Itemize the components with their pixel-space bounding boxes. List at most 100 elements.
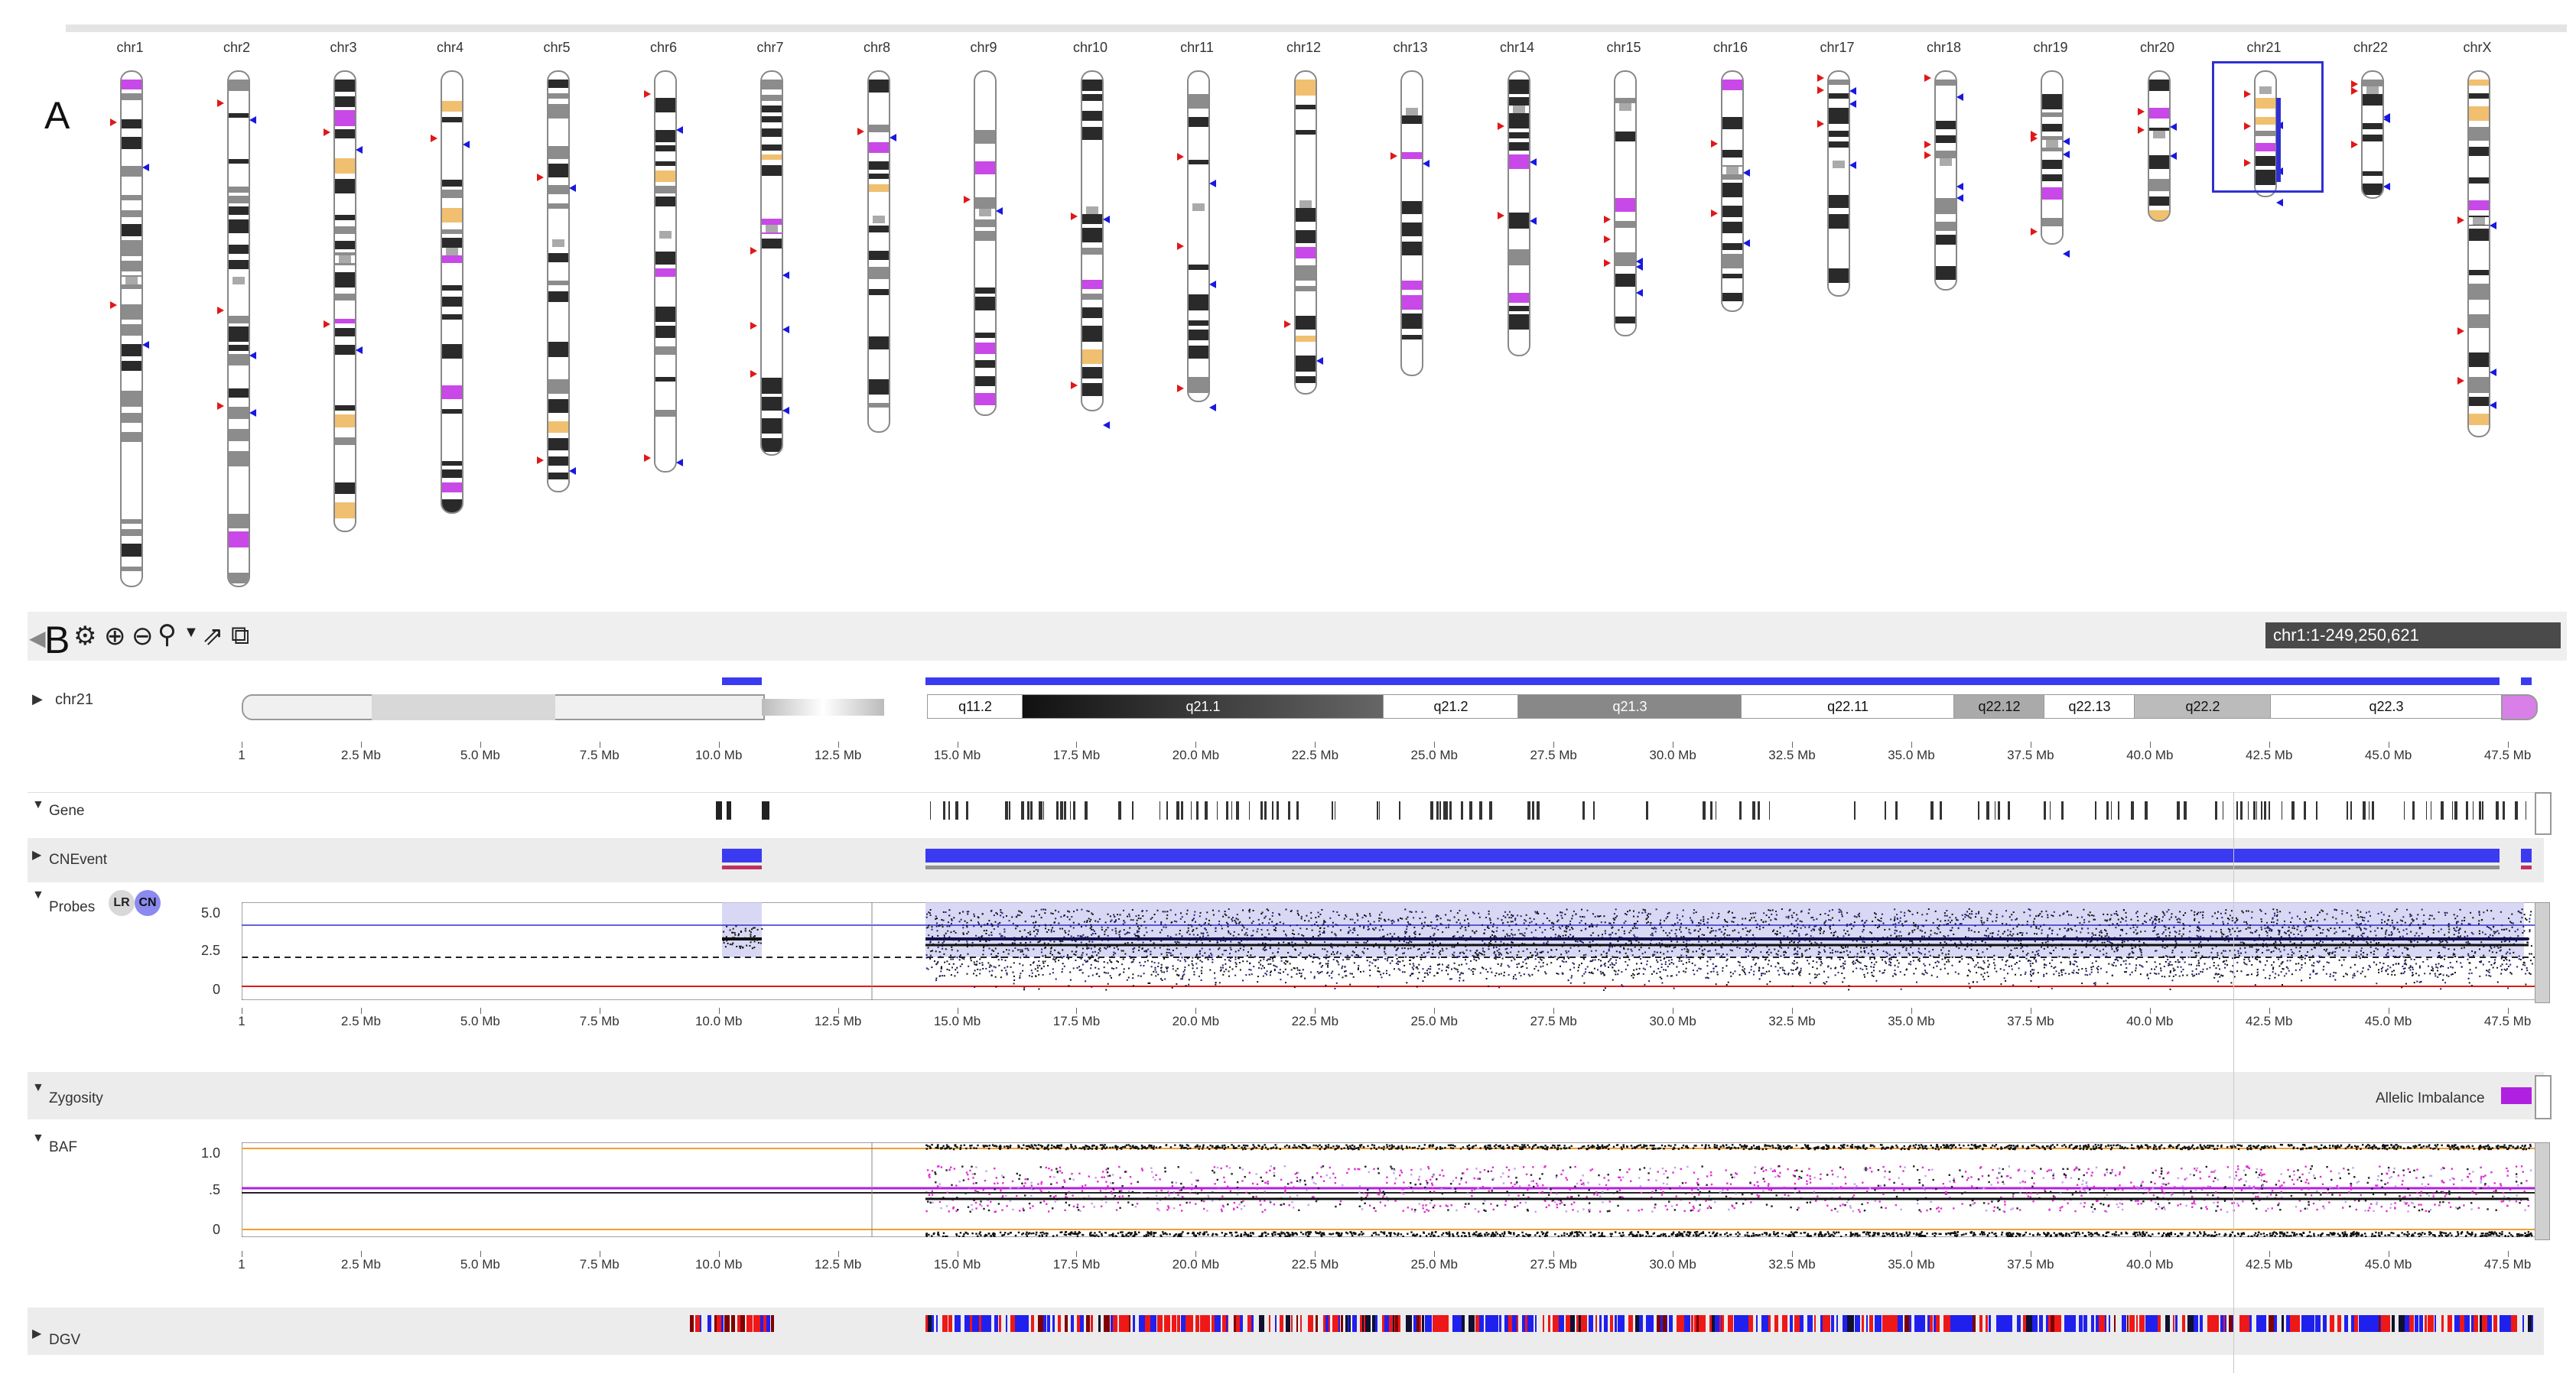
zoom-in-icon[interactable]: ⊕: [104, 622, 126, 651]
chromosome-chr4[interactable]: [440, 70, 463, 514]
cn-toggle[interactable]: CN: [135, 890, 161, 916]
chromosome-label-chr12[interactable]: chr12: [1286, 40, 1322, 55]
chromosome-chr8[interactable]: [867, 70, 890, 433]
chromosome-chr2[interactable]: [226, 70, 250, 587]
zoom-out-icon[interactable]: ⊖: [132, 622, 154, 651]
chromosome-chr19[interactable]: [2041, 70, 2064, 245]
chromosome-chr16[interactable]: [1720, 70, 1744, 312]
coordinates-display[interactable]: chr1:1-249,250,621: [2265, 622, 2561, 648]
band: [655, 213, 675, 226]
lr-toggle[interactable]: LR: [109, 890, 135, 916]
cytoband-q22.2[interactable]: q22.2: [2134, 694, 2272, 719]
chromosome-chr21[interactable]: [2254, 70, 2277, 197]
settings-icon[interactable]: ⚙: [73, 622, 97, 651]
chromosome-label-chr5[interactable]: chr5: [543, 40, 571, 55]
chromosome-label-chr1[interactable]: chr1: [116, 40, 144, 55]
chromosome-label-chr10[interactable]: chr10: [1072, 40, 1108, 55]
chromosome-chr17[interactable]: [1827, 70, 1850, 297]
chromosome-label-chr13[interactable]: chr13: [1393, 40, 1428, 55]
gene: [2177, 801, 2180, 820]
chromosome-label-chr15[interactable]: chr15: [1606, 40, 1641, 55]
dgv-variant: [1422, 1315, 1424, 1332]
cytoband-q22.12[interactable]: q22.12: [1953, 694, 2045, 719]
chromosome-expander[interactable]: ▶: [32, 691, 43, 706]
copy-icon[interactable]: ⧉: [231, 621, 250, 650]
dgv-variant: [2392, 1315, 2395, 1332]
chromosome-label-chr4[interactable]: chr4: [436, 40, 463, 55]
band: [228, 245, 249, 254]
chromosome-chr18[interactable]: [1934, 70, 1957, 291]
zygosity-scrollbar[interactable]: [2535, 1075, 2552, 1119]
probes-expander[interactable]: ▼: [32, 888, 44, 901]
band: [1189, 377, 1208, 393]
band: [1402, 80, 1422, 90]
dgv-expander[interactable]: ▶: [32, 1327, 42, 1340]
chromosome-chr14[interactable]: [1507, 70, 1530, 356]
chromosome-label-chr2[interactable]: chr2: [223, 40, 250, 55]
probes-scrollbar[interactable]: [2535, 902, 2550, 1003]
gene: [1593, 801, 1595, 820]
chromosome-label-chr19[interactable]: chr19: [2033, 40, 2068, 55]
chromosome-chr10[interactable]: [1080, 70, 1104, 411]
chromosome-chr22[interactable]: [2360, 70, 2384, 199]
selected-chromosome-box[interactable]: [2212, 61, 2324, 193]
cnevent-expander[interactable]: ▶: [32, 849, 42, 862]
chromosome-label-chr17[interactable]: chr17: [1820, 40, 1855, 55]
back-arrow-icon[interactable]: ◀: [29, 626, 46, 650]
zygosity-expander[interactable]: ▼: [32, 1081, 44, 1094]
dgv-variant: [1722, 1315, 1724, 1332]
chromosome-label-chrX[interactable]: chrX: [2463, 40, 2492, 55]
chromosome-label-chr7[interactable]: chr7: [756, 40, 784, 55]
gene-expander[interactable]: ▼: [32, 798, 44, 811]
chromosome-label-chr18[interactable]: chr18: [1926, 40, 1962, 55]
chromosome-chr7[interactable]: [760, 70, 783, 456]
dgv-variant: [1904, 1315, 1910, 1332]
track-scrollbar[interactable]: [2535, 792, 2552, 835]
baf-expander[interactable]: ▼: [32, 1132, 44, 1145]
chromosome-label-chr20[interactable]: chr20: [2139, 40, 2175, 55]
search-icon[interactable]: ⚲: [158, 620, 177, 649]
chromosome-label-chr9[interactable]: chr9: [970, 40, 997, 55]
axis-tick-line: [2149, 1251, 2151, 1257]
chromosome-label-chr11[interactable]: chr11: [1180, 40, 1214, 55]
dropdown-caret-icon[interactable]: ▼: [184, 624, 199, 641]
cytoband-q21.2[interactable]: q21.2: [1383, 694, 1519, 719]
cytoband-q11.2[interactable]: q11.2: [927, 694, 1023, 719]
gene: [1758, 801, 1760, 820]
cytoband-q22.11[interactable]: q22.11: [1741, 694, 1955, 719]
export-icon[interactable]: ⇗: [202, 622, 224, 651]
chromosome-chr11[interactable]: [1187, 70, 1210, 402]
gain-marker: [2169, 152, 2177, 160]
cytoband-q22.13[interactable]: q22.13: [2044, 694, 2135, 719]
dgv-variant: [1628, 1315, 1633, 1332]
chromosome-chr1[interactable]: [120, 70, 143, 587]
dgv-variant: [1621, 1315, 1625, 1332]
gene: [1073, 801, 1075, 820]
chromosome-chr12[interactable]: [1293, 70, 1317, 395]
band: [655, 410, 675, 417]
cytoband-q22.3[interactable]: q22.3: [2270, 694, 2503, 719]
chromosome-chr6[interactable]: [653, 70, 677, 473]
chromosome-label-chr6[interactable]: chr6: [649, 40, 677, 55]
chromosome-label-chr14[interactable]: chr14: [1499, 40, 1535, 55]
guide-line: [2233, 792, 2234, 1373]
cytoband-q21.3[interactable]: q21.3: [1517, 694, 1742, 719]
chromosome-chr20[interactable]: [2147, 70, 2171, 222]
cytoband-q21.1[interactable]: q21.1: [1022, 694, 1384, 719]
chromosome-chr5[interactable]: [547, 70, 570, 492]
chromosome-label-chr21[interactable]: chr21: [2246, 40, 2282, 55]
chromosome-chr15[interactable]: [1614, 70, 1637, 336]
chromosome-chrX[interactable]: [2467, 70, 2490, 437]
baf-scrollbar[interactable]: [2535, 1142, 2550, 1240]
chromosome-label-chr22[interactable]: chr22: [2353, 40, 2389, 55]
chromosome-chr3[interactable]: [333, 70, 356, 532]
chromosome-label-chr16[interactable]: chr16: [1712, 40, 1748, 55]
chromosome-label-chr8[interactable]: chr8: [863, 40, 890, 55]
chromosome-chr9[interactable]: [974, 70, 997, 416]
band: [1615, 132, 1635, 141]
band: [762, 145, 782, 151]
chromosome-chr13[interactable]: [1400, 70, 1423, 376]
band: [1081, 150, 1102, 160]
band: [1615, 252, 1635, 266]
chromosome-label-chr3[interactable]: chr3: [330, 40, 357, 55]
